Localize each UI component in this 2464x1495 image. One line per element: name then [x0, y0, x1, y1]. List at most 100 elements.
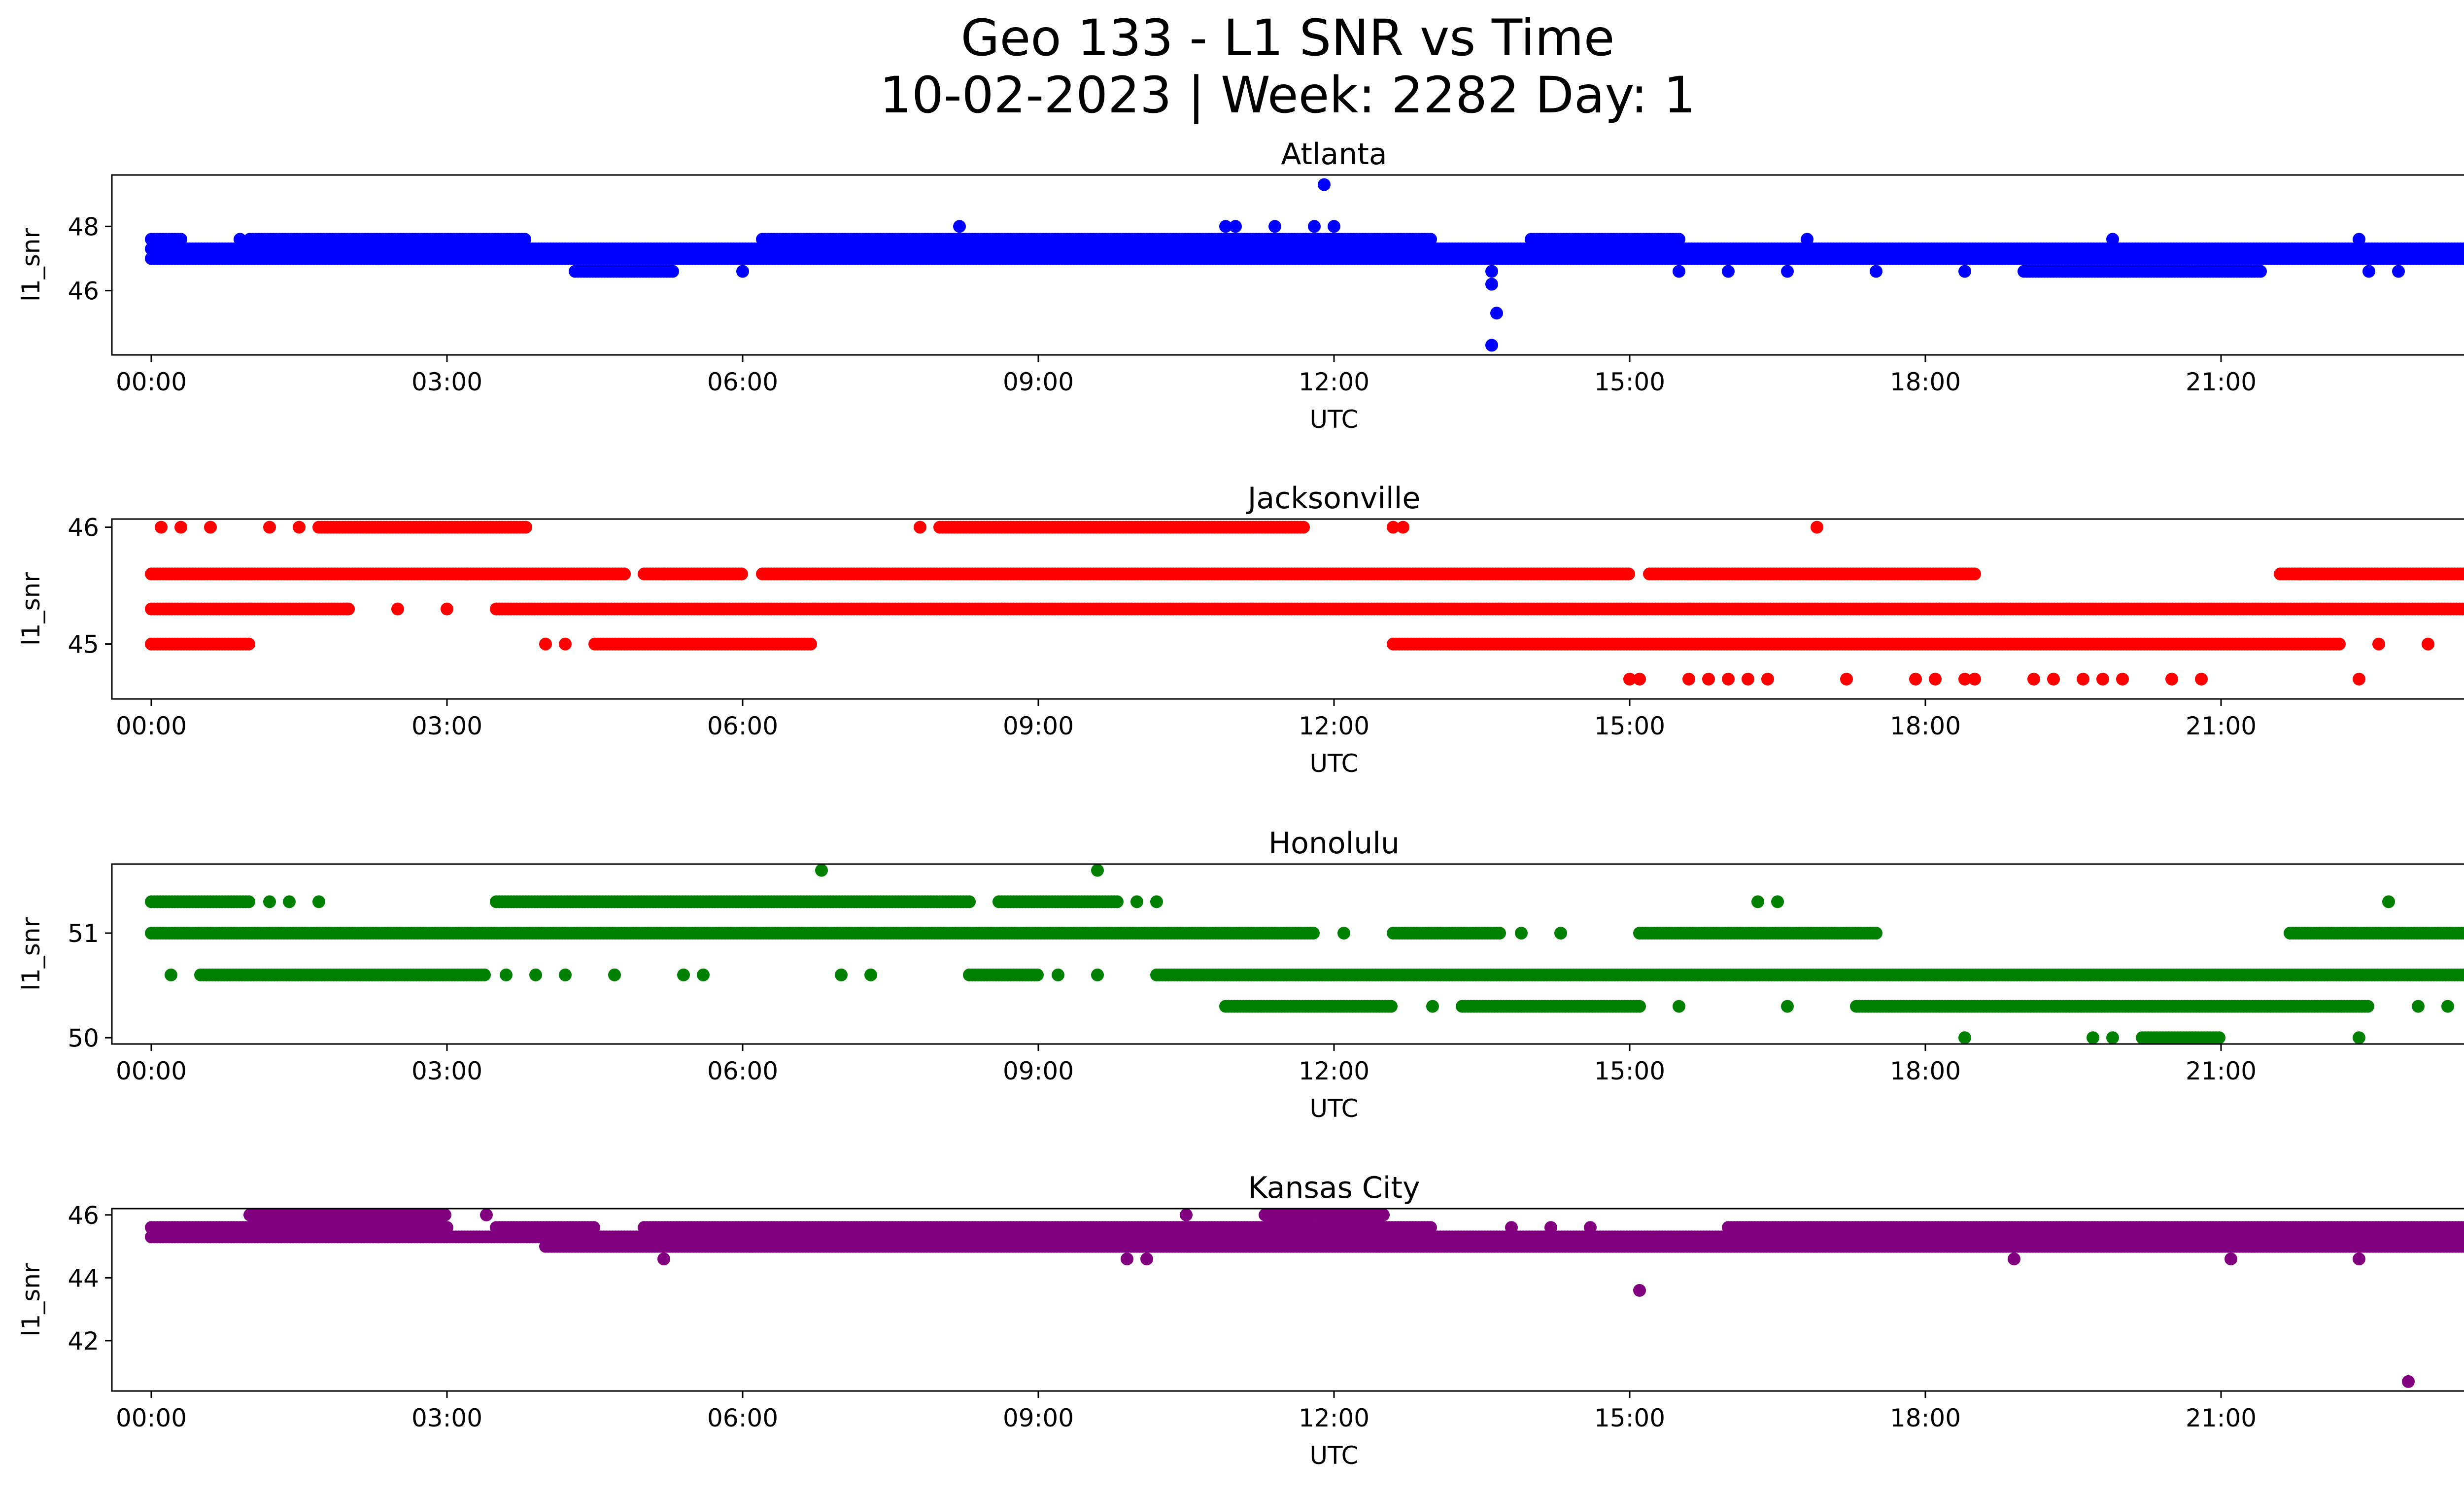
data-point: [1673, 265, 1685, 278]
chart-honolulu: 00:00 03:00 06:00 09:00 12:00 15:00 18:00 21:00…: [17, 826, 2464, 1123]
data-point: [1424, 233, 1437, 246]
x-tick-label: 12:00: [1299, 712, 1369, 740]
data-point: [1781, 265, 1794, 278]
data-point: [1307, 927, 1320, 940]
x-tick-label: 00:00: [116, 368, 187, 396]
data-point: [1633, 672, 1646, 686]
data-point: [1622, 567, 1635, 581]
data-point: [1722, 672, 1735, 686]
data-point: [804, 637, 817, 651]
data-point: [1297, 521, 1310, 534]
data-point: [736, 265, 749, 278]
data-point: [293, 521, 306, 534]
data-point: [2353, 233, 2365, 246]
data-point: [1702, 672, 1715, 686]
data-point: [1229, 220, 1242, 233]
data-point: [1485, 339, 1498, 352]
data-point: [2392, 265, 2405, 278]
data-point: [204, 521, 217, 534]
figure-title-line2: 10-02-2023 | Week: 2282 Day: 1: [880, 66, 1696, 125]
data-point: [460, 567, 473, 581]
data-point: [2460, 568, 2464, 580]
data-point: [2047, 672, 2060, 686]
figure-title: Geo 133 - L1 SNR vs Time 10-02-2023 | We…: [0, 10, 2464, 124]
data-point: [963, 895, 976, 908]
data-point: [1840, 672, 1853, 686]
data-point: [2460, 243, 2464, 255]
x-tick-label: 21:00: [2186, 712, 2257, 740]
data-point: [2459, 602, 2464, 616]
figure-title-line1: Geo 133 - L1 SNR vs Time: [960, 9, 1615, 68]
data-point: [1761, 672, 1774, 686]
series-honolulu: [145, 864, 2464, 1044]
data-point: [914, 521, 926, 534]
data-point: [1682, 672, 1695, 686]
y-tick-label: 46: [68, 514, 99, 542]
data-point: [1397, 521, 1409, 534]
plot-frame: [111, 174, 2464, 356]
data-point: [342, 602, 355, 616]
data-point: [1387, 521, 1400, 534]
data-point: [1485, 278, 1498, 291]
x-tick-label: 21:00: [2186, 368, 2257, 396]
data-point: [666, 265, 679, 278]
data-point: [657, 567, 670, 581]
data-point: [1742, 672, 1754, 686]
data-point: [2333, 637, 2346, 651]
data-point: [2353, 672, 2365, 686]
data-point: [735, 567, 748, 581]
y-tick-label: 48: [68, 212, 99, 241]
data-point: [618, 567, 631, 581]
data-point: [1308, 220, 1321, 233]
data-point: [174, 521, 187, 534]
x-tick-label: 09:00: [1003, 368, 1074, 396]
data-point: [539, 637, 552, 651]
x-tick-label: 09:00: [1003, 712, 1074, 740]
data-point: [1490, 307, 1503, 320]
data-point: [1929, 672, 1942, 686]
data-point: [2096, 672, 2109, 686]
x-tick-label: 15:00: [1594, 712, 1665, 740]
data-point: [1909, 672, 1922, 686]
x-tick-label: 06:00: [707, 368, 778, 396]
x-tick-label: 06:00: [707, 712, 778, 740]
data-point: [1958, 672, 1971, 686]
data-point: [1801, 233, 1814, 246]
data-point: [2195, 672, 2208, 686]
x-tick-label: 12:00: [1299, 368, 1369, 396]
y-axis-label: l1_snr: [17, 572, 45, 646]
data-point: [441, 602, 453, 616]
data-point: [2460, 252, 2464, 265]
data-point: [2362, 265, 2375, 278]
data-point: [1268, 220, 1281, 233]
chart-atlanta: 00:00 03:00 06:00 09:00 12:00 15:00 18:00 21:00…: [17, 137, 2464, 434]
data-point: [2106, 233, 2119, 246]
data-point: [1623, 672, 1636, 686]
data-point: [1958, 265, 1971, 278]
y-tick-label: 45: [68, 630, 99, 659]
data-point: [2293, 567, 2306, 581]
data-point: [1111, 895, 1124, 908]
chart-jacksonville: 00:00 03:00 06:00 09:00 12:00 15:00 18:00 21:00…: [17, 481, 2464, 778]
data-point: [1722, 265, 1735, 278]
x-tick-label: 18:00: [1890, 368, 1961, 396]
data-point: [391, 602, 404, 616]
x-axis-label: UTC: [1309, 405, 1358, 434]
data-point: [1219, 220, 1232, 233]
data-point: [155, 521, 168, 534]
x-tick-label: 15:00: [1594, 368, 1665, 396]
data-point: [242, 895, 255, 908]
data-point: [519, 521, 532, 534]
data-point: [2254, 265, 2267, 278]
series-jacksonville: [145, 521, 2464, 686]
data-point: [1870, 265, 1882, 278]
data-point: [1673, 233, 1685, 246]
data-point: [2165, 672, 2178, 686]
data-point: [1968, 672, 1981, 686]
x-tick-label: 03:00: [411, 712, 482, 740]
x-tick-label: 00:00: [116, 712, 187, 740]
data-point: [1328, 220, 1340, 233]
data-point: [372, 252, 384, 265]
data-point: [518, 233, 531, 246]
